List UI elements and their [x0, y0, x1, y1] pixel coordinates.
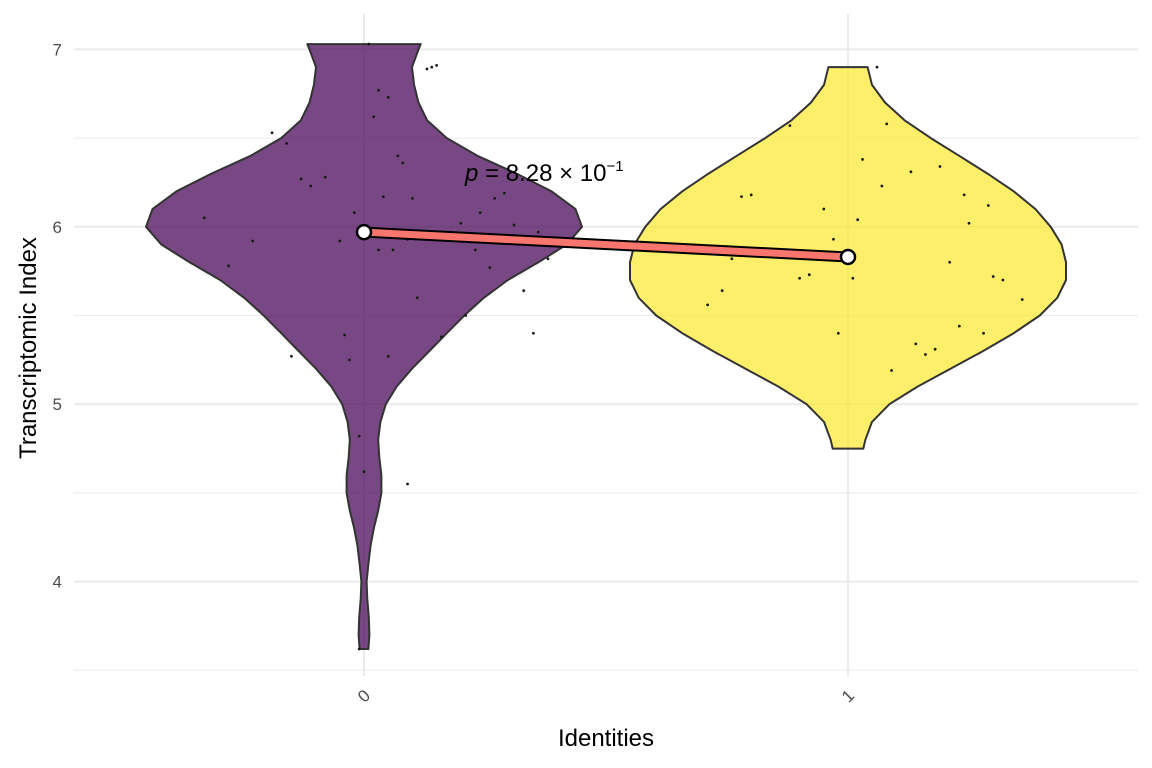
data-point [299, 177, 303, 181]
data-point [532, 331, 535, 335]
data-point [377, 248, 380, 252]
y-tick-label: 4 [53, 573, 62, 592]
data-point [285, 142, 288, 145]
p-value-annotation: p = 8.28 × 10−1 [464, 158, 624, 187]
data-point [967, 221, 971, 225]
data-point [924, 353, 927, 356]
data-point [982, 331, 985, 335]
data-point [788, 124, 792, 128]
x-tick-label: 1 [838, 686, 858, 706]
data-point [440, 335, 443, 339]
data-point [1020, 298, 1024, 301]
data-point [991, 275, 995, 278]
data-point [740, 195, 743, 199]
x-tick-label: 0 [354, 686, 374, 706]
data-point [473, 248, 477, 252]
data-point [415, 296, 419, 300]
data-point [493, 197, 497, 200]
data-point [522, 289, 526, 293]
mean-line [363, 228, 849, 261]
data-point [464, 314, 468, 317]
data-point [720, 289, 724, 293]
data-point [730, 257, 734, 261]
data-point [357, 647, 361, 651]
data-point [391, 248, 395, 252]
data-point [309, 184, 313, 188]
data-point [396, 154, 400, 158]
data-point [251, 239, 255, 243]
data-point [1001, 278, 1005, 282]
data-point [706, 303, 710, 307]
data-point [377, 88, 380, 92]
data-point [512, 223, 516, 227]
data-point [948, 260, 952, 264]
data-point [372, 115, 376, 119]
data-point [909, 170, 913, 174]
data-point [875, 65, 879, 69]
data-point [885, 122, 889, 126]
data-point [459, 221, 463, 225]
data-point [290, 354, 293, 358]
data-point [890, 369, 893, 372]
x-axis-title: Identities [558, 725, 654, 752]
data-point [536, 230, 540, 234]
data-point [957, 324, 961, 328]
data-point [202, 216, 206, 220]
violin-0 [145, 43, 583, 650]
violins [145, 43, 1067, 650]
data-point [749, 193, 753, 197]
data-point [343, 333, 347, 337]
data-point [406, 482, 409, 486]
data-point [386, 95, 390, 99]
y-tick-label: 5 [53, 395, 62, 414]
data-point [546, 257, 550, 261]
data-point [938, 165, 942, 168]
data-point [986, 204, 990, 207]
data-point [832, 237, 835, 241]
data-point [435, 63, 438, 67]
data-point [488, 266, 492, 270]
data-point [367, 42, 371, 46]
data-point [880, 184, 884, 188]
y-tick-labels: 4 5 6 7 [53, 40, 62, 591]
data-point [836, 331, 840, 335]
data-point [933, 347, 937, 351]
y-tick-label: 7 [53, 40, 62, 59]
data-point [362, 470, 366, 474]
data-point [338, 239, 342, 243]
data-point [227, 264, 230, 268]
data-point [851, 276, 855, 280]
data-point [822, 207, 826, 211]
data-point [856, 218, 860, 222]
data-point [807, 273, 811, 277]
data-point [357, 434, 361, 438]
jitter-points [202, 42, 1024, 651]
data-point [348, 358, 351, 362]
data-point [502, 191, 506, 195]
mean-connector [355, 223, 857, 266]
data-point [411, 197, 414, 200]
data-point [861, 157, 864, 161]
data-point [962, 193, 966, 197]
data-point [401, 161, 405, 165]
data-point [323, 175, 327, 179]
data-point [425, 67, 429, 71]
data-point [478, 211, 482, 215]
data-point [270, 131, 274, 135]
data-point [430, 65, 434, 69]
data-point [352, 211, 356, 215]
mean-marker [839, 248, 857, 266]
data-point [381, 195, 385, 199]
data-point [914, 342, 918, 346]
data-point [386, 354, 390, 358]
mean-marker [355, 223, 373, 241]
y-tick-label: 6 [53, 218, 62, 237]
y-axis-title: Transcriptomic Index [15, 237, 42, 459]
data-point [798, 276, 801, 280]
